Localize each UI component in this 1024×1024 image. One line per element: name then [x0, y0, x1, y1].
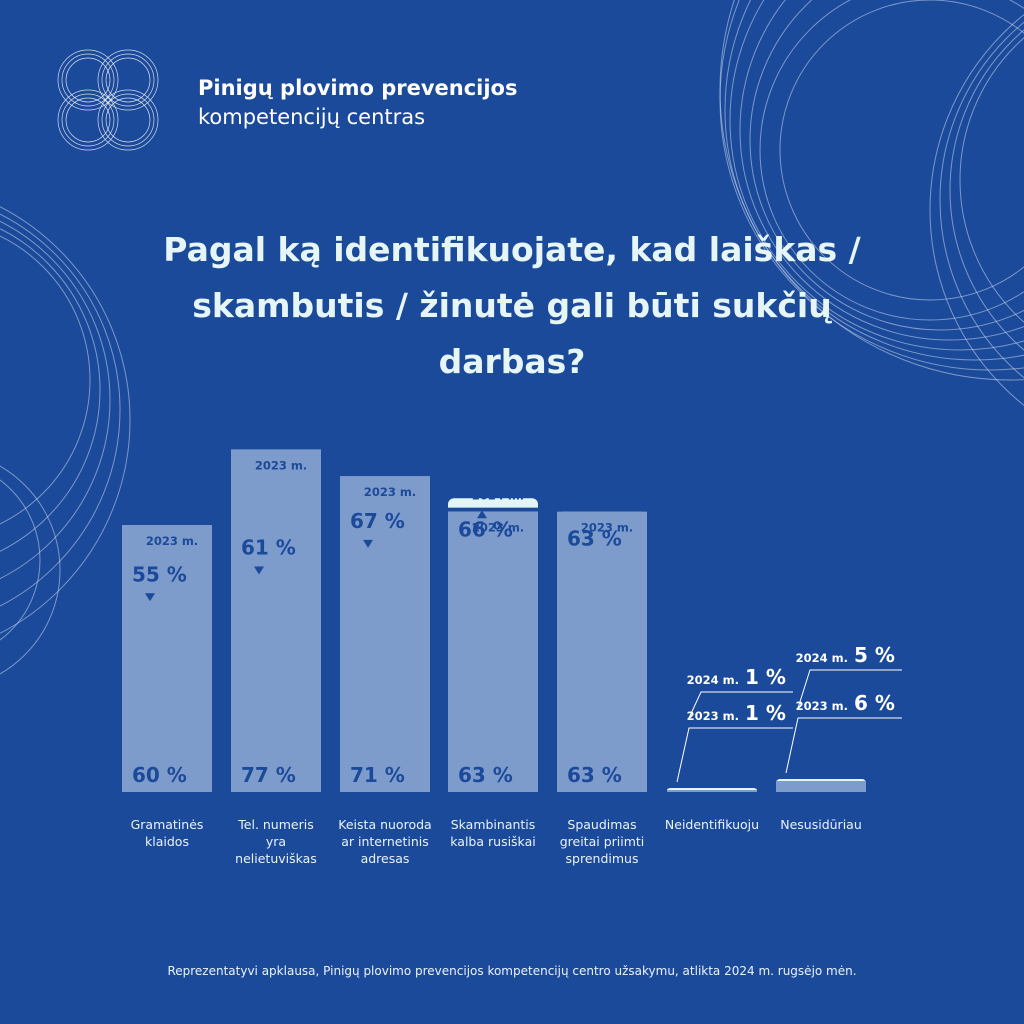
year-label-2024: 2024 m. [796, 651, 848, 665]
bar-2023-5 [667, 790, 757, 792]
category-label: Tel. numeris yra nelietuviškas [235, 817, 317, 866]
year-label-2023: 2023 m. [146, 534, 198, 548]
year-label-2024: 2024 m. [146, 502, 198, 516]
footnote: Reprezentatyvi apklausa, Pinigų plovimo … [167, 964, 857, 978]
bar-2023-2 [340, 476, 430, 792]
org-line-1: Pinigų plovimo prevencijos [198, 76, 518, 100]
trend-up-icon [477, 510, 487, 519]
year-label-2023: 2023 m. [472, 521, 524, 535]
bar-separator-3 [448, 507, 538, 512]
year-label-2023: 2023 m. [255, 458, 307, 472]
year-label-2023: 2023 m. [687, 709, 739, 723]
organization-name: Pinigų plovimo prevencijos kompetencijų … [198, 74, 517, 132]
bar-2023-4 [557, 511, 647, 792]
callout-line-2024 [688, 691, 793, 719]
value-label-2024: 63 % [567, 527, 622, 551]
value-label-2023: 60 % [132, 763, 187, 787]
year-label-2024: 2024 m. [364, 453, 416, 467]
value-label-2023: 77 % [241, 763, 296, 787]
value-label-2023: 63 % [458, 763, 513, 787]
value-label-2024: 55 % [132, 562, 187, 586]
logo-icon [57, 49, 159, 151]
value-label-2024: 1 % [745, 665, 786, 689]
year-label-2023: 2023 m. [581, 521, 633, 535]
year-label-2024: 2024 m. [581, 489, 633, 503]
year-label-2024: 2024 m. [687, 673, 739, 687]
year-label-2023: 2023 m. [796, 699, 848, 713]
bar-separator-1 [231, 445, 321, 450]
org-line-2: kompetencijų centras [198, 105, 426, 129]
callout-line-2024 [797, 669, 902, 709]
category-label: Gramatinės klaidos [130, 817, 204, 849]
value-label-2023: 1 % [745, 701, 786, 725]
category-label: Neidentifikuoju [664, 817, 760, 832]
value-label-2024: 5 % [854, 643, 895, 667]
bar-2023-1 [231, 449, 321, 792]
value-label-2024: 66 % [458, 517, 513, 541]
bar-separator-4 [557, 507, 647, 512]
bar-separator-0 [122, 521, 212, 525]
year-label-2024: 2024 m. [472, 489, 524, 503]
trend-down-icon [145, 593, 155, 602]
category-label: Keista nuoroda ar internetinis adresas [338, 817, 432, 866]
value-label-2023: 71 % [350, 763, 405, 787]
category-label: Skambinantis kalba rusiškai [450, 817, 536, 849]
year-label-2024: 2024 m. [255, 426, 307, 440]
value-label-2024: 61 % [241, 536, 296, 560]
value-label-2023: 63 % [567, 763, 622, 787]
category-label: Spaudimas greitai priimti sprendimus [559, 817, 645, 866]
year-label-2023: 2023 m. [364, 485, 416, 499]
bar-2023-6 [776, 781, 866, 792]
trend-down-icon [363, 539, 373, 548]
callout-line-2023 [785, 717, 902, 774]
callout-line-2023 [676, 727, 793, 783]
bar-2023-0 [122, 525, 212, 792]
category-label: Nesusidūriau [780, 817, 862, 832]
trend-down-icon [254, 566, 264, 575]
value-label-2024: 67 % [350, 509, 405, 533]
bar-2023-3 [448, 511, 538, 792]
value-label-2023: 6 % [854, 691, 895, 715]
bar-separator-2 [340, 472, 430, 477]
chart-title: Pagal ką identifikuojate, kad laiškas / … [163, 230, 861, 381]
